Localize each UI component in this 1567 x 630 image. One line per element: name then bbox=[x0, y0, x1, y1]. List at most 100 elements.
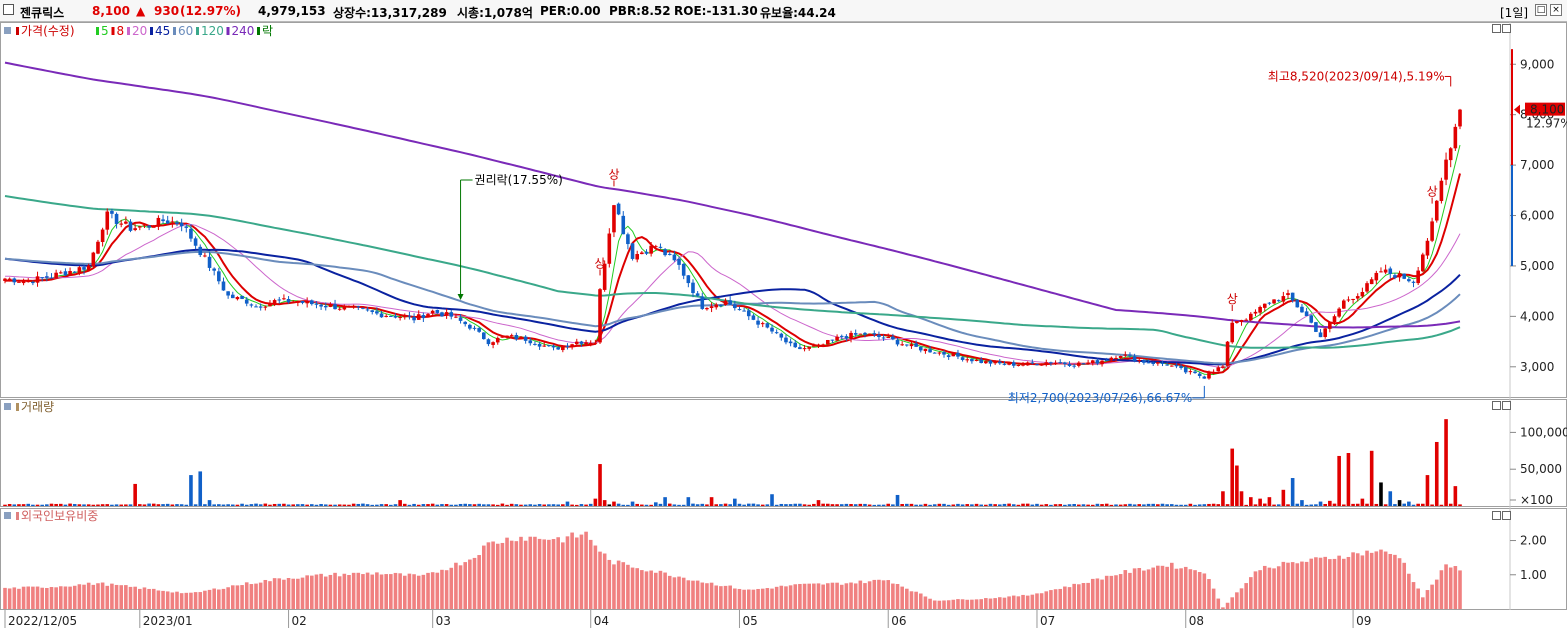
candle bbox=[416, 310, 421, 320]
volume-bar bbox=[918, 504, 923, 506]
roe-value: ROE:-131.30 bbox=[674, 4, 758, 18]
candle-body bbox=[584, 342, 588, 345]
volume-bar bbox=[486, 504, 491, 506]
foreign-ratio-bar bbox=[700, 582, 705, 609]
candle-body bbox=[626, 234, 630, 245]
period-selector[interactable]: [1일] bbox=[1500, 6, 1529, 20]
candle bbox=[858, 333, 863, 335]
candle-body bbox=[1230, 322, 1235, 343]
candle-body bbox=[333, 304, 337, 310]
volume-bar bbox=[1179, 504, 1183, 506]
volume-bar bbox=[1411, 504, 1416, 506]
volume-bar bbox=[17, 504, 21, 506]
foreign-ratio-bar bbox=[1360, 555, 1365, 609]
volume-bar bbox=[607, 504, 612, 506]
candle-body bbox=[1341, 300, 1346, 309]
candle-body bbox=[351, 305, 356, 307]
candle bbox=[1430, 217, 1434, 243]
candle bbox=[863, 331, 867, 338]
price-pane-close-button[interactable] bbox=[1502, 24, 1511, 33]
candle bbox=[519, 336, 523, 340]
candle-body bbox=[1146, 362, 1151, 364]
volume-bar bbox=[384, 504, 388, 506]
volume-pane[interactable] bbox=[0, 399, 1567, 507]
foreign-ratio-bar bbox=[398, 573, 402, 609]
volume-pane-close-button[interactable] bbox=[1502, 401, 1511, 410]
volume-bar bbox=[263, 503, 268, 506]
volume-pane-minimize-button[interactable] bbox=[1492, 401, 1501, 410]
date-tick-label: 07 bbox=[1040, 614, 1055, 628]
volume-bar bbox=[691, 503, 695, 506]
foreign-ratio-bar bbox=[528, 536, 533, 609]
volume-bar bbox=[1021, 503, 1025, 506]
volume-bar bbox=[105, 504, 110, 506]
foreign-ratio-bar bbox=[63, 586, 68, 609]
candle bbox=[26, 278, 31, 283]
foreign-ratio-bar bbox=[937, 600, 942, 609]
foreign-ratio-bar bbox=[458, 565, 463, 609]
foreign-ratio-bar bbox=[1183, 566, 1188, 609]
volume-bar bbox=[212, 504, 216, 506]
candle-body bbox=[486, 339, 491, 345]
date-tick-label: 05 bbox=[742, 614, 757, 628]
candle bbox=[1123, 351, 1128, 358]
foreign-ratio-bar bbox=[867, 581, 872, 609]
volume-bar bbox=[444, 504, 449, 506]
candle bbox=[1365, 281, 1369, 294]
candle-body bbox=[798, 347, 802, 350]
foreign-ratio-bar bbox=[58, 586, 63, 609]
foreign-ratio-bar bbox=[170, 592, 175, 609]
foreign-ratio-bar bbox=[31, 586, 35, 609]
foreign-ratio-bar bbox=[1207, 579, 1211, 609]
volume-bar bbox=[649, 504, 653, 506]
candle bbox=[1077, 361, 1081, 368]
candle-body bbox=[1416, 270, 1420, 284]
foreign-ratio-bar bbox=[1211, 588, 1216, 609]
volume-bar bbox=[1369, 450, 1374, 506]
maximize-button[interactable]: □ bbox=[1535, 4, 1547, 16]
candle-body bbox=[77, 267, 82, 273]
volume-bar bbox=[333, 504, 337, 506]
candle bbox=[337, 306, 342, 311]
foreign-pane-minimize-button[interactable] bbox=[1492, 511, 1501, 520]
volume-bar bbox=[40, 504, 44, 506]
foreign-ratio-bar bbox=[1142, 570, 1146, 609]
volume-bar bbox=[1374, 503, 1379, 506]
candle bbox=[1211, 369, 1216, 375]
candle-body bbox=[1090, 360, 1095, 364]
candle bbox=[351, 304, 356, 309]
foreign-ratio-bar bbox=[751, 589, 756, 609]
candle-body bbox=[914, 343, 918, 347]
candle bbox=[347, 305, 351, 308]
price-pane-minimize-button[interactable] bbox=[1492, 24, 1501, 33]
candle-body bbox=[1374, 272, 1379, 281]
foreign-ratio-bar bbox=[305, 575, 309, 609]
volume-bar bbox=[1123, 504, 1128, 506]
candle-body bbox=[733, 304, 737, 309]
candle-body bbox=[49, 277, 54, 279]
volume-bar bbox=[347, 504, 351, 506]
candle-body bbox=[124, 221, 128, 224]
foreign-pane-close-button[interactable] bbox=[1502, 511, 1511, 520]
price-pane[interactable] bbox=[0, 22, 1567, 398]
candle-body bbox=[179, 222, 184, 227]
trading-volume: 4,979,153 bbox=[258, 4, 326, 18]
chart-area[interactable]: 9,0008,0007,0006,0005,0004,0003,0008,100… bbox=[0, 22, 1567, 630]
foreign-pane-icon bbox=[4, 512, 11, 519]
stock-name[interactable]: 젠큐릭스 bbox=[20, 6, 65, 20]
volume-bar bbox=[361, 503, 365, 506]
candle bbox=[1114, 355, 1118, 362]
candle-body bbox=[3, 278, 7, 282]
foreign-ratio-bar bbox=[895, 583, 900, 609]
foreign-ratio-bar bbox=[1448, 567, 1453, 609]
foreign-ratio-bar bbox=[1053, 589, 1058, 609]
select-checkbox[interactable] bbox=[3, 4, 14, 15]
close-button[interactable]: × bbox=[1550, 4, 1562, 16]
volume-bar bbox=[1137, 504, 1142, 506]
volume-bar bbox=[891, 504, 895, 506]
candle-body bbox=[268, 303, 272, 307]
candle-body bbox=[1444, 159, 1448, 180]
volume-bar bbox=[746, 503, 751, 506]
volume-bar bbox=[667, 503, 672, 506]
volume-bar bbox=[110, 504, 114, 506]
